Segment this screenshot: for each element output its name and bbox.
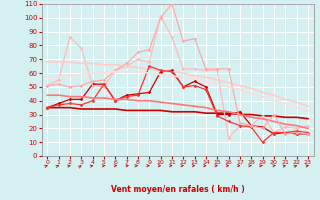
- X-axis label: Vent moyen/en rafales ( km/h ): Vent moyen/en rafales ( km/h ): [111, 185, 244, 194]
